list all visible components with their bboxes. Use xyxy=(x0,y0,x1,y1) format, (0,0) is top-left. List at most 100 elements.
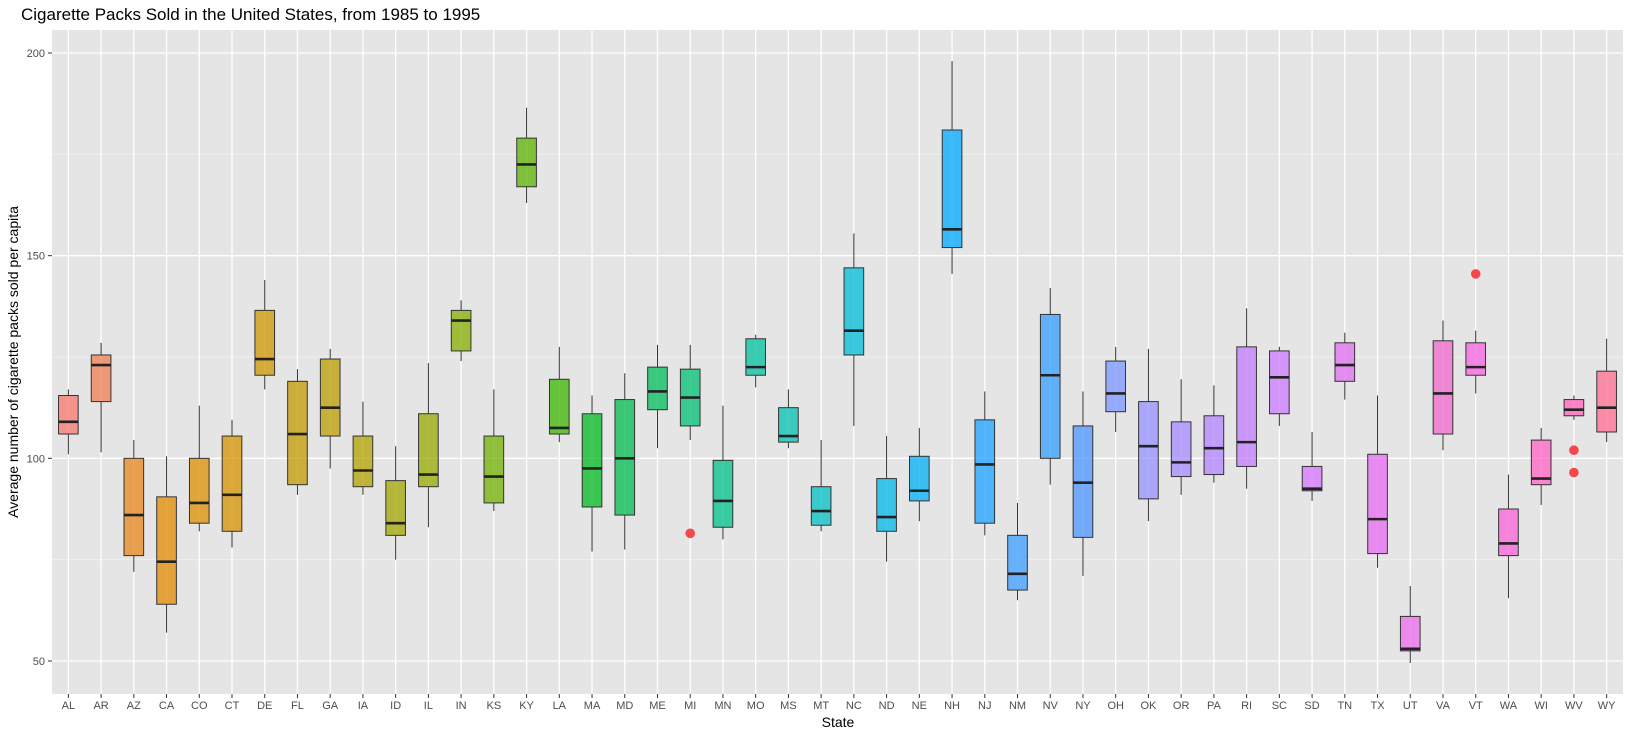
box-body xyxy=(548,378,570,435)
outlier-point xyxy=(685,528,696,539)
box-ny xyxy=(1072,391,1094,576)
box-body xyxy=(221,435,243,532)
y-axis: 50 100 150 200 xyxy=(27,48,52,668)
x-tick-label-in: IN xyxy=(456,700,467,712)
y-tick-label: 50 xyxy=(33,656,45,668)
outlier-point xyxy=(1470,269,1481,279)
box-de xyxy=(254,279,276,390)
box-body xyxy=(319,358,341,437)
box-body xyxy=(941,129,963,249)
box-body xyxy=(974,419,996,524)
box-wa xyxy=(1498,474,1519,599)
x-tick-label-ri: RI xyxy=(1241,700,1252,712)
x-tick-label-id: ID xyxy=(390,700,401,712)
x-tick-label-nj: NJ xyxy=(978,700,991,712)
box-nh xyxy=(941,61,963,274)
box-ca xyxy=(156,456,177,633)
box-body xyxy=(843,267,865,356)
box-wy xyxy=(1596,338,1617,443)
box-body xyxy=(385,480,406,536)
x-tick-label-ne: NE xyxy=(912,700,927,712)
box-body xyxy=(123,457,145,557)
x-tick-label-mo: MO xyxy=(747,700,765,712)
box-mi xyxy=(679,344,701,539)
x-tick-label-vt: VT xyxy=(1469,700,1483,712)
outlier-point xyxy=(1569,445,1579,456)
box-al xyxy=(58,389,79,455)
y-axis-title: Average number of cigarette packs sold p… xyxy=(5,206,21,518)
box-body xyxy=(418,413,439,488)
box-az xyxy=(123,440,145,572)
box-body xyxy=(352,435,374,488)
y-tick-label: 100 xyxy=(27,453,45,465)
box-body xyxy=(1530,439,1552,486)
x-axis-title: State xyxy=(822,714,855,730)
x-tick-label-ga: GA xyxy=(322,700,339,712)
x-tick-label-va: VA xyxy=(1436,700,1451,712)
box-body xyxy=(1039,313,1061,459)
box-sc xyxy=(1269,346,1290,426)
box-body xyxy=(712,459,734,528)
box-body xyxy=(1399,615,1421,652)
box-il xyxy=(418,363,439,528)
x-tick-label-ok: OK xyxy=(1140,700,1157,712)
box-ms xyxy=(778,389,799,449)
box-body xyxy=(188,457,210,524)
x-tick-label-az: AZ xyxy=(127,700,141,712)
x-tick-label-al: AL xyxy=(62,700,75,712)
box-sd xyxy=(1301,431,1323,501)
box-body xyxy=(647,366,668,411)
x-tick-label-ct: CT xyxy=(225,700,240,712)
x-tick-label-md: MD xyxy=(616,700,633,712)
x-tick-label-de: DE xyxy=(257,700,272,712)
box-body xyxy=(1007,534,1028,591)
x-tick-label-sc: SC xyxy=(1272,700,1287,712)
box-group xyxy=(58,61,1617,664)
x-tick-label-fl: FL xyxy=(291,700,304,712)
x-tick-label-ma: MA xyxy=(584,700,601,712)
x-tick-label-or: OR xyxy=(1173,700,1190,712)
x-tick-label-mi: MI xyxy=(684,700,696,712)
y-tick-label: 150 xyxy=(27,251,45,263)
box-in xyxy=(450,300,472,362)
box-body xyxy=(58,395,79,435)
plot-panel xyxy=(52,30,1623,694)
box-wi xyxy=(1530,427,1552,505)
x-tick-label-wy: WY xyxy=(1598,700,1616,712)
x-tick-label-nd: ND xyxy=(879,700,895,712)
y-tick-label: 200 xyxy=(27,48,45,60)
box-tn xyxy=(1334,332,1356,400)
box-body xyxy=(450,309,472,352)
x-tick-label-sd: SD xyxy=(1304,700,1319,712)
box-body xyxy=(1269,350,1290,415)
box-va xyxy=(1432,320,1454,451)
x-tick-label-ky: KY xyxy=(519,700,534,712)
box-tx xyxy=(1367,395,1388,568)
box-body xyxy=(483,435,505,504)
x-tick-label-nh: NH xyxy=(944,700,960,712)
x-tick-label-ut: UT xyxy=(1403,700,1418,712)
box-body xyxy=(516,137,537,188)
box-body xyxy=(1170,421,1192,478)
chart-title: Cigarette Packs Sold in the United State… xyxy=(21,5,480,24)
x-tick-label-ks: KS xyxy=(487,700,502,712)
x-tick-label-pa: PA xyxy=(1207,700,1222,712)
major-gridlines xyxy=(52,30,1623,694)
box-or xyxy=(1170,379,1192,495)
box-body xyxy=(1236,346,1257,467)
box-ks xyxy=(483,389,505,512)
box-nm xyxy=(1007,502,1028,601)
x-tick-label-il: IL xyxy=(424,700,433,712)
minor-gridlines xyxy=(52,153,1623,561)
box-body xyxy=(909,455,930,502)
box-body xyxy=(90,354,112,403)
box-body xyxy=(745,338,766,376)
box-ky xyxy=(516,107,537,203)
box-nc xyxy=(843,233,865,426)
x-tick-label-mn: MN xyxy=(714,700,731,712)
box-id xyxy=(385,446,406,560)
box-body xyxy=(1301,465,1323,492)
box-body xyxy=(810,486,832,526)
box-body xyxy=(876,478,897,532)
box-body xyxy=(1465,342,1487,376)
